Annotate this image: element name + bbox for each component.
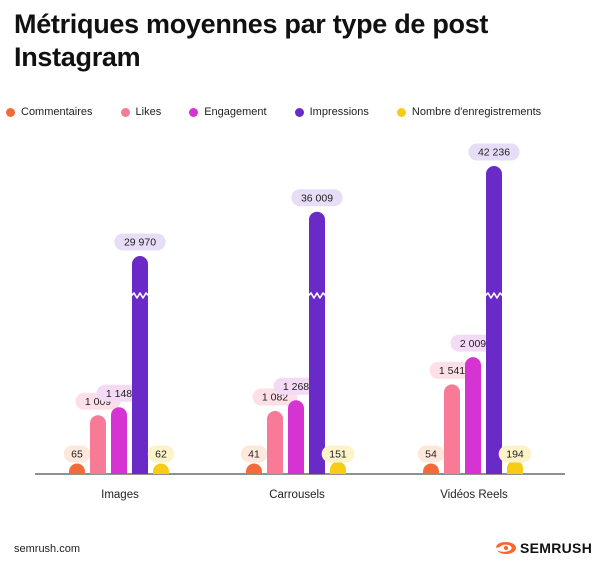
value-label-engagement-2: 1 268 (283, 381, 309, 393)
value-pill-likes-3 (429, 361, 475, 379)
chart-title: Métriques moyennes par type de post Inst… (14, 9, 489, 72)
value-pill-engagement-1 (96, 384, 142, 402)
legend-item-impressions: Impressions (294, 106, 369, 118)
value-label-impressions-1: 29 970 (124, 237, 156, 249)
value-pill-nombre-d-enregistrements-2 (321, 445, 355, 463)
legend-label-likes: Likes (135, 106, 162, 118)
legend-label-enregistrements: Nombre d'enregistrements (411, 106, 542, 118)
chart-legend: Commentaires Likes Engagement Impression… (6, 104, 596, 120)
legend-swatch-likes (120, 107, 130, 117)
value-label-impressions-2: 36 009 (301, 192, 333, 204)
value-label-nombre-d-enregistrements-1: 62 (155, 449, 167, 461)
legend-item-engagement: Engagement (189, 106, 267, 118)
legend-label-commentaires: Commentaires (21, 106, 93, 118)
value-pill-commentaires-2 (240, 445, 268, 463)
value-pill-engagement-2 (273, 377, 319, 395)
bar-impressions-3 (486, 166, 502, 474)
bar-impressions-2 (309, 211, 325, 475)
bar-engagement-1 (111, 407, 127, 474)
bar-nombre-d-enregistrements-1 (153, 463, 169, 474)
bar-impressions-1 (132, 256, 148, 474)
legend-swatch-commentaires (6, 107, 15, 117)
value-pill-impressions-3 (468, 143, 520, 161)
legend-label-engagement: Engagement (204, 106, 267, 118)
axis-break-mark (130, 292, 150, 299)
value-pill-commentaires-1 (63, 445, 91, 463)
legend-swatch-enregistrements (396, 107, 406, 117)
brand-name: SEMRUSH (520, 540, 593, 556)
bar-commentaires-2 (246, 463, 262, 474)
value-pill-impressions-2 (291, 189, 343, 207)
value-label-engagement-3: 2 009 (460, 338, 486, 350)
legend-swatch-engagement (189, 107, 199, 117)
value-label-nombre-d-enregistrements-2: 151 (329, 449, 347, 461)
value-pill-engagement-3 (450, 334, 496, 352)
value-label-likes-2: 1 082 (262, 392, 288, 404)
x-tick-label-1: Images (101, 489, 139, 501)
bar-commentaires-3 (423, 463, 439, 474)
value-label-commentaires-1: 65 (71, 449, 83, 461)
value-pill-nombre-d-enregistrements-1 (147, 445, 175, 463)
source-text: semrush.com (14, 543, 81, 555)
legend-item-commentaires: Commentaires (6, 106, 93, 118)
legend-label-impressions: Impressions (309, 106, 369, 118)
bar-likes-1 (90, 415, 106, 474)
semrush-flame-icon (496, 542, 516, 554)
legend-swatch-impressions (294, 107, 304, 117)
value-pill-nombre-d-enregistrements-3 (498, 445, 532, 463)
bar-commentaires-1 (69, 463, 85, 474)
legend-item-likes: Likes (120, 106, 162, 118)
bar-likes-2 (267, 411, 283, 474)
x-tick-label-3: Vidéos Reels (440, 489, 508, 501)
legend-item-enregistrements: Nombre d'enregistrements (396, 106, 542, 118)
value-label-impressions-3: 42 236 (478, 147, 510, 159)
value-label-engagement-1: 1 148 (106, 388, 132, 400)
bar-engagement-2 (288, 400, 304, 474)
value-label-likes-3: 1 541 (439, 365, 465, 377)
value-label-commentaires-3: 54 (425, 449, 437, 461)
value-label-nombre-d-enregistrements-3: 194 (506, 449, 524, 461)
bar-likes-3 (444, 384, 460, 474)
value-label-commentaires-2: 41 (248, 449, 260, 461)
bar-engagement-3 (465, 357, 481, 474)
bar-nombre-d-enregistrements-2 (330, 461, 346, 474)
value-pill-commentaires-3 (417, 445, 445, 463)
axis-break-mark (484, 292, 504, 299)
bar-nombre-d-enregistrements-3 (507, 460, 523, 474)
value-pill-impressions-1 (114, 233, 166, 251)
axis-break-mark (307, 292, 327, 299)
brand-logo: SEMRUSH (495, 540, 592, 556)
x-tick-label-2: Carrousels (269, 489, 325, 501)
